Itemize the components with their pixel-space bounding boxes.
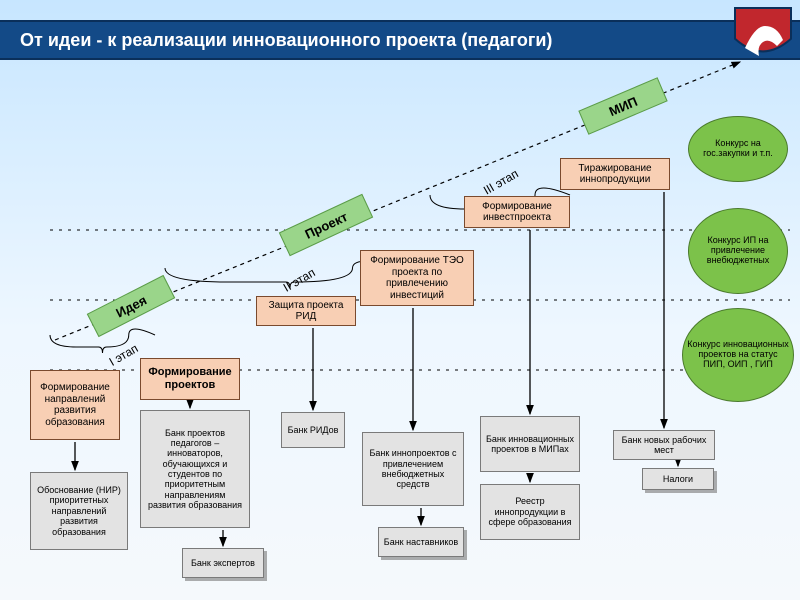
box-label: Банк РИДов [288,425,339,435]
box-b7: Банк РИДов [281,412,345,448]
box-b4: Банк проектов педагогов – инноваторов, о… [140,410,250,528]
box-b16: Налоги [642,468,714,490]
box-label: Формирование инвестпроекта [469,201,565,224]
diagram-canvas: От идеи - к реализации инновационного пр… [0,0,800,600]
box-b8: Формирование ТЭО проекта по привлечению … [360,250,474,306]
box-label: Банк экспертов [191,558,255,568]
box-label: Банк новых рабочих мест [618,435,710,456]
phase-label-1: II этап [281,265,318,294]
ellipse-label: Конкурс инновационных проектов на статус… [687,340,789,370]
box-label: Банк инновационных проектов в МИПах [485,434,575,455]
box-b14: Тиражирование иннопродукции [560,158,670,190]
box-label: Формирование проектов [145,366,235,391]
ellipse-e2: Конкурс ИП на привлечение внебюджетных [688,208,788,294]
box-b11: Формирование инвестпроекта [464,196,570,228]
box-label: Банк иннопроектов с привлечением внебюдж… [367,448,459,489]
stage-box-1: Проект [279,194,373,256]
ellipse-label: Конкурс на гос.закупки и т.п. [693,139,783,159]
ellipse-e3: Конкурс инновационных проектов на статус… [682,308,794,402]
box-b10: Банк наставников [378,527,464,557]
ellipse-label: Конкурс ИП на привлечение внебюджетных [693,236,783,266]
header-title: От идеи - к реализации инновационного пр… [20,30,552,51]
stage-label: Идея [113,292,149,320]
box-b13: Реестр иннопродукции в сфере образования [480,484,580,540]
stage-label: Проект [302,209,349,242]
box-label: Банк наставников [384,537,458,547]
ellipse-e1: Конкурс на гос.закупки и т.п. [688,116,788,182]
box-label: Формирование ТЭО проекта по привлечению … [365,255,469,301]
box-label: Формирование направлений развития образо… [35,382,115,428]
stage-box-2: МИП [578,77,667,135]
box-b12: Банк инновационных проектов в МИПах [480,416,580,472]
phase-label-2: III этап [481,167,521,198]
box-label: Защита проекта РИД [261,300,351,323]
stage-box-0: Идея [87,275,175,337]
box-b15: Банк новых рабочих мест [613,430,715,460]
phase-label-0: I этап [107,341,141,369]
box-b9: Банк иннопроектов с привлечением внебюдж… [362,432,464,506]
box-label: Обоснование (НИР) приоритетных направлен… [35,485,123,537]
box-label: Налоги [663,474,693,484]
box-label: Банк проектов педагогов – инноваторов, о… [145,428,245,511]
box-b5: Банк экспертов [182,548,264,578]
box-label: Тиражирование иннопродукции [565,163,665,186]
box-b3: Формирование проектов [140,358,240,400]
box-b1: Формирование направлений развития образо… [30,370,120,440]
stage-label: МИП [606,93,639,118]
box-label: Реестр иннопродукции в сфере образования [485,496,575,527]
box-b6: Защита проекта РИД [256,296,356,326]
box-b2: Обоснование (НИР) приоритетных направлен… [30,472,128,550]
header-bar: От идеи - к реализации инновационного пр… [0,20,800,60]
